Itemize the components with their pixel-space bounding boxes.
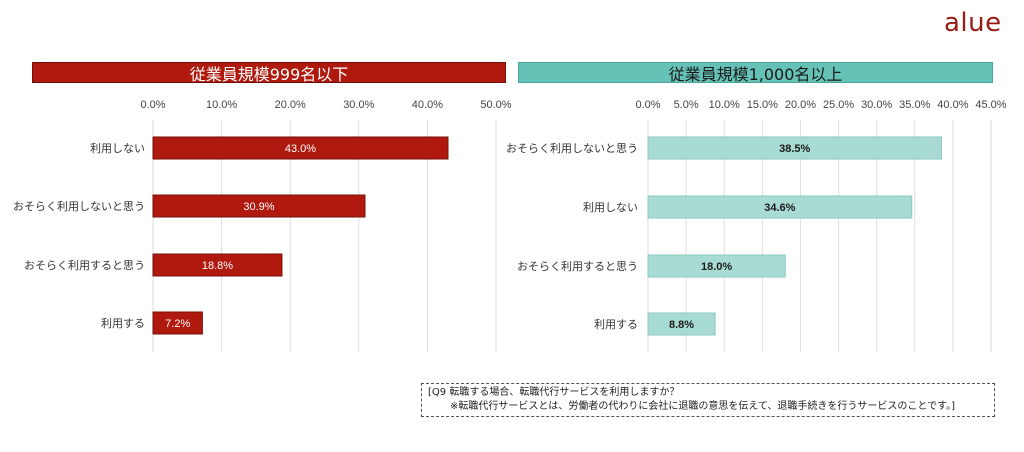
small-bar [152,136,449,160]
large-tick-label: 25.0% [823,99,854,111]
small-data-label: 18.8% [202,260,233,272]
small-category-label: 利用する [101,317,145,330]
large-tick-label: 35.0% [899,99,930,111]
small-tick-label: 50.0% [480,99,511,111]
large-data-label: 38.5% [779,143,810,155]
small-bar [152,311,203,335]
small-tick-label: 30.0% [343,99,374,111]
chart-title-large-companies: 従業員規模1,000名以上 [518,62,993,84]
small-category-label: おそらく利用すると思う [24,259,145,272]
small-tick-label: 10.0% [206,99,237,111]
large-bar [647,254,786,278]
large-tick-label: 5.0% [674,99,699,111]
large-category-label: おそらく利用すると思う [517,260,638,273]
small-tick-label: 20.0% [275,99,306,111]
small-category-label: おそらく利用しないと思う [13,200,145,213]
small-data-label: 43.0% [285,143,316,155]
question-text: [Q9 転職する場合、転職代行サービスを利用しますか？ [428,387,680,398]
large-data-label: 18.0% [701,261,732,273]
large-bar [647,195,913,219]
large-data-label: 8.8% [669,319,694,331]
question-note: [Q9 転職する場合、転職代行サービスを利用しますか？ ※転職代行サービスとは、… [421,383,995,417]
small-data-label: 30.9% [243,201,274,213]
large-tick-label: 0.0% [635,99,660,111]
chart-title-small-companies: 従業員規模999名以下 [32,62,506,84]
large-category-label: 利用しない [583,201,638,214]
small-tick-label: 0.0% [140,99,165,111]
large-tick-label: 30.0% [861,99,892,111]
large-category-label: 利用する [594,318,638,331]
company-logo: alue [944,8,1002,38]
small-bar [152,253,283,277]
large-data-label: 34.6% [764,202,795,214]
large-tick-label: 45.0% [975,99,1006,111]
large-tick-label: 15.0% [747,99,778,111]
large-bar [647,312,716,336]
large-bar [647,136,942,160]
small-category-label: 利用しない [90,142,145,155]
question-footnote: ※転職代行サービスとは、労働者の代わりに会社に退職の意思を伝えて、退職手続きを行… [450,401,955,412]
small-data-label: 7.2% [165,318,190,330]
large-tick-label: 20.0% [785,99,816,111]
small-bar [152,194,366,218]
large-tick-label: 40.0% [937,99,968,111]
large-tick-label: 10.0% [709,99,740,111]
large-category-label: おそらく利用しないと思う [506,142,638,155]
small-tick-label: 40.0% [412,99,443,111]
